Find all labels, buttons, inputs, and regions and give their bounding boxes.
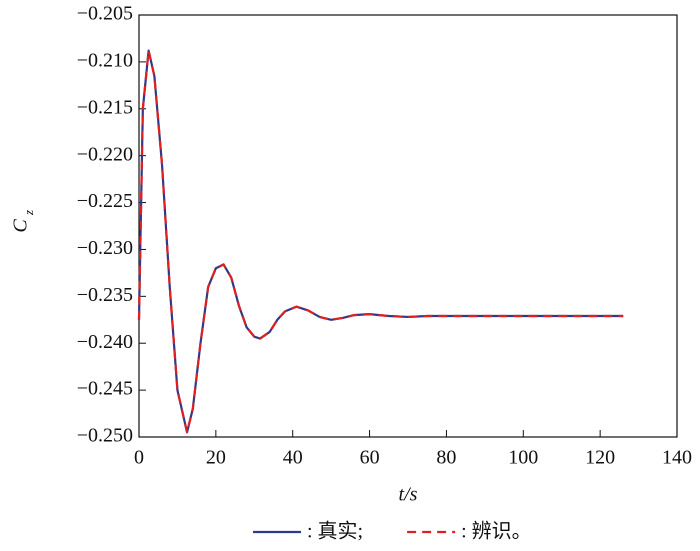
x-axis-label: t/s: [399, 484, 418, 506]
y-tick-label: −0.240: [77, 331, 133, 353]
y-tick-label: −0.220: [77, 143, 133, 165]
y-tick-label: −0.205: [77, 3, 133, 25]
series-line: [137, 49, 624, 434]
x-tick-label: 100: [508, 447, 538, 469]
x-tick-label: 20: [206, 447, 226, 469]
y-tick-label: −0.230: [77, 237, 133, 259]
y-tick-label: −0.245: [77, 378, 133, 400]
y-tick-label: −0.215: [77, 96, 133, 118]
x-tick-label: 60: [360, 447, 380, 469]
y-tick-label: −0.225: [77, 190, 133, 212]
x-tick-label: 40: [283, 447, 303, 469]
x-tick-label: 80: [436, 447, 456, 469]
plot-frame: [138, 14, 678, 438]
y-axis-label: C: [10, 219, 32, 233]
legend-label: : 真实;: [307, 520, 363, 543]
x-tick-label: 120: [585, 447, 615, 469]
legend-label: : 辨识。: [461, 520, 532, 543]
x-tick-label: 0: [134, 447, 144, 469]
y-tick-label: −0.235: [77, 284, 133, 306]
y-axis-label-sub: z: [21, 210, 36, 216]
y-tick-label: −0.250: [77, 425, 133, 447]
series-line: [137, 49, 624, 434]
y-tick-label: −0.210: [77, 49, 133, 71]
x-tick-label: 140: [662, 447, 692, 469]
y-axis-label-group: C z: [10, 210, 36, 233]
